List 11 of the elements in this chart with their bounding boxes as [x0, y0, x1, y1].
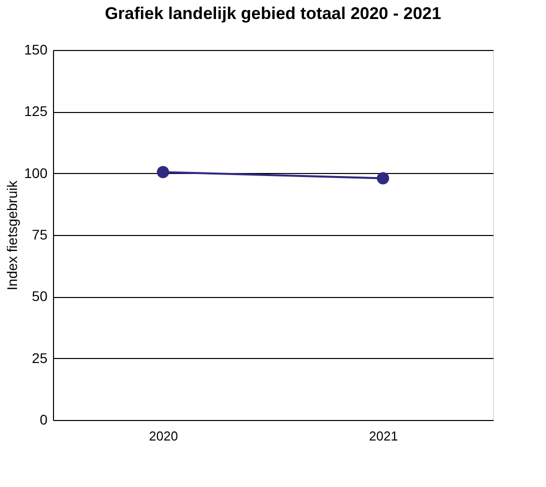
- y-tick-label: 50: [32, 288, 48, 304]
- x-tick-label: 2020: [149, 428, 178, 444]
- y-tick-label: 0: [40, 412, 48, 428]
- x-tick-label: 2021: [369, 428, 398, 444]
- y-tick-label: 150: [24, 42, 48, 58]
- chart-title: Grafiek landelijk gebied totaal 2020 - 2021: [104, 4, 442, 23]
- y-tick-label: 75: [32, 226, 48, 242]
- y-tick-label: 100: [24, 164, 48, 181]
- y-tick-label: 125: [24, 103, 48, 120]
- y-axis-title: Index fietsgebruik: [4, 180, 20, 290]
- y-tick-label: 25: [32, 350, 48, 366]
